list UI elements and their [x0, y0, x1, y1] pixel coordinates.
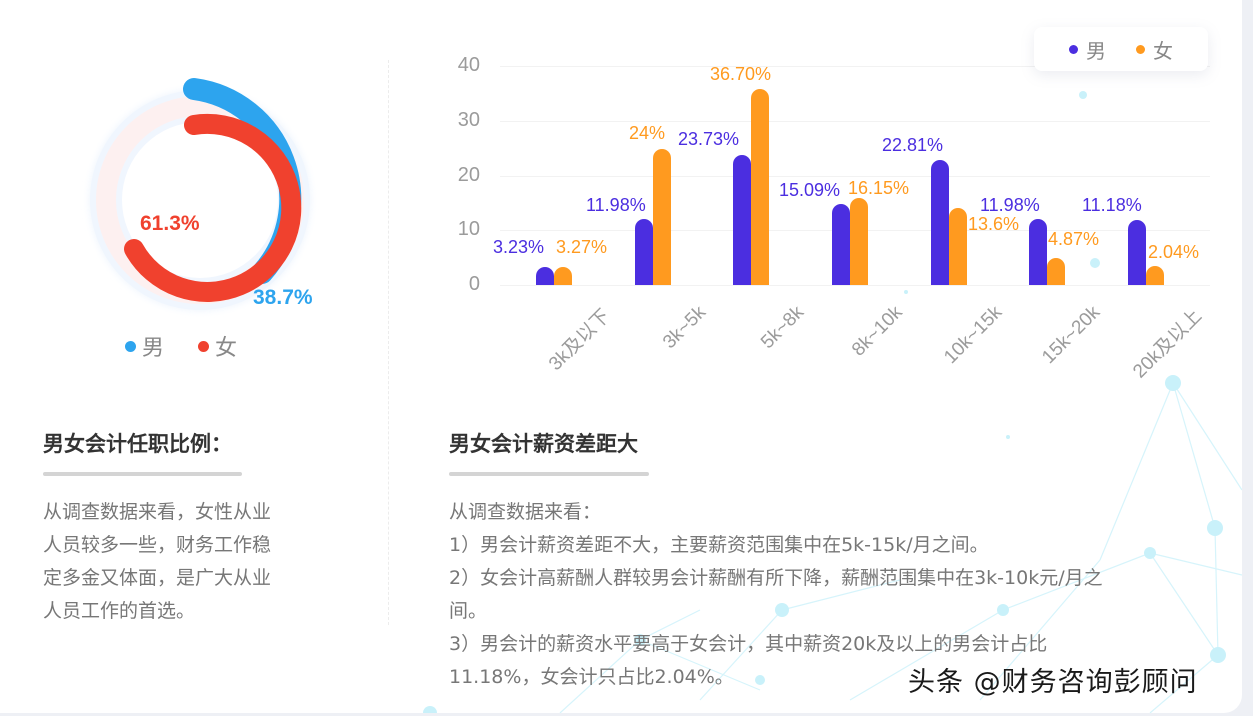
bar-female-15k-20k[interactable] [1047, 258, 1065, 285]
legend-item-female[interactable]: 女 [1136, 35, 1173, 64]
y-tick-10: 10 [457, 218, 480, 240]
bar-female-5k-8k[interactable] [751, 89, 769, 285]
x-label: 8k~10k [848, 302, 907, 361]
bar-label-female: 36.70% [710, 64, 772, 84]
legend-label-female: 女 [1153, 38, 1173, 63]
paragraph-line: 从调查数据来看： [449, 501, 602, 523]
bar-label-female: 24% [629, 123, 666, 143]
bar-female-8k-10k[interactable] [850, 198, 868, 285]
bar-chart-legend: 男 女 [1034, 27, 1208, 71]
x-label: 15k~20k [1037, 302, 1104, 369]
bar-label-male: 11.18% [1082, 195, 1142, 215]
paragraph-line: 人员工作的首选。 [43, 600, 196, 622]
bar-label-male: 23.73% [678, 129, 740, 149]
male-dot-icon [125, 340, 136, 352]
bar-label-female: 4.87% [1048, 229, 1100, 249]
paragraph-line: 间。 [449, 600, 488, 622]
right-section-paragraph: 从调查数据来看： 1）男会计薪资差距不大，主要薪资范围集中在5k-15k/月之间… [449, 496, 1103, 694]
bar-male-3k-5k[interactable] [635, 219, 653, 285]
gridline [500, 176, 1210, 177]
y-tick-40: 40 [457, 54, 480, 76]
gender-ratio-donut-chart: 61.3% 38.7% [70, 70, 330, 330]
x-label: 3k~5k [658, 302, 710, 354]
donut-legend: 男 女 [125, 330, 237, 362]
female-dot-icon [1136, 44, 1145, 54]
paragraph-line: 定多金又体面，是广大从业 [43, 567, 272, 589]
legend-label-male: 男 [1086, 38, 1106, 63]
bar-label-male: 15.09% [779, 180, 841, 200]
bar-male-10k-15k[interactable] [931, 160, 949, 285]
legend-label-female: 女 [215, 336, 238, 361]
bar-female-3k-5k[interactable] [653, 149, 671, 285]
paragraph-line: 3）男会计的薪资水平要高于女会计，其中薪资20k及以上的男会计占比 [449, 633, 1048, 655]
x-label: 5k~8k [756, 302, 808, 354]
x-label: 10k~15k [939, 302, 1006, 369]
bar-label-female: 2.04% [1148, 242, 1200, 262]
bar-male-20k-above[interactable] [1128, 220, 1146, 285]
paragraph-line: 人员较多一些，财务工作稳 [43, 534, 272, 556]
male-dot-icon [1069, 44, 1078, 54]
bar-label-male: 11.98% [980, 195, 1040, 215]
y-tick-0: 0 [468, 273, 480, 295]
legend-label-male: 男 [142, 336, 165, 361]
bar-male-3k-below[interactable] [536, 267, 554, 285]
section-divider [388, 60, 389, 625]
bar-label-male: 3.23% [493, 237, 545, 257]
right-section-title: 男女会计薪资差距大 [449, 432, 638, 456]
donut-graphic [90, 78, 310, 310]
bar-female-20k-above[interactable] [1146, 266, 1164, 285]
left-section-title: 男女会计任职比例： [43, 432, 232, 456]
y-tick-20: 20 [457, 164, 480, 186]
female-percentage-label: 61.3% [140, 212, 200, 235]
bar-male-5k-8k[interactable] [733, 155, 751, 285]
bar-male-15k-20k[interactable] [1029, 219, 1047, 285]
bar-label-male: 22.81% [882, 135, 944, 155]
left-title-underline [43, 472, 242, 476]
watermark: 头条 @财务咨询彭顾问 [908, 667, 1198, 698]
bar-label-female: 13.6% [968, 214, 1020, 234]
paragraph-line: 2）女会计高薪酬人群较男会计薪酬有所下降，薪酬范围集中在3k-10k元/月之 [449, 567, 1103, 589]
paragraph-line: 11.18%，女会计只占比2.04%。 [449, 666, 734, 688]
female-dot-icon [198, 340, 210, 352]
bar-label-female: 16.15% [848, 178, 910, 198]
bar-label-male: 11.98% [586, 195, 646, 215]
bar-female-10k-15k[interactable] [949, 208, 967, 285]
right-title-underline [449, 472, 649, 476]
paragraph-line: 从调查数据来看，女性从业 [43, 501, 272, 523]
male-percentage-label: 38.7% [253, 286, 313, 309]
y-tick-30: 30 [457, 109, 480, 131]
legend-item-female[interactable]: 女 [198, 330, 237, 362]
salary-bar-chart: 40 30 20 10 0 3.23% 3.27% 11.98% 24% 23.… [440, 40, 1230, 400]
gridline [500, 66, 1210, 67]
gridline [500, 121, 1210, 122]
left-section-paragraph: 从调查数据来看，女性从业 人员较多一些，财务工作稳 定多金又体面，是广大从业 人… [43, 496, 271, 628]
x-label: 3k及以下 [545, 305, 615, 375]
paragraph-line: 1）男会计薪资差距不大，主要薪资范围集中在5k-15k/月之间。 [449, 534, 989, 556]
bar-female-3k-below[interactable] [554, 267, 572, 285]
x-label: 20k及以上 [1129, 305, 1207, 383]
legend-item-male[interactable]: 男 [1069, 35, 1106, 64]
bar-male-8k-10k[interactable] [832, 204, 850, 285]
legend-item-male[interactable]: 男 [125, 330, 164, 362]
gridline-baseline [500, 285, 1210, 286]
bar-label-female: 3.27% [556, 237, 608, 257]
